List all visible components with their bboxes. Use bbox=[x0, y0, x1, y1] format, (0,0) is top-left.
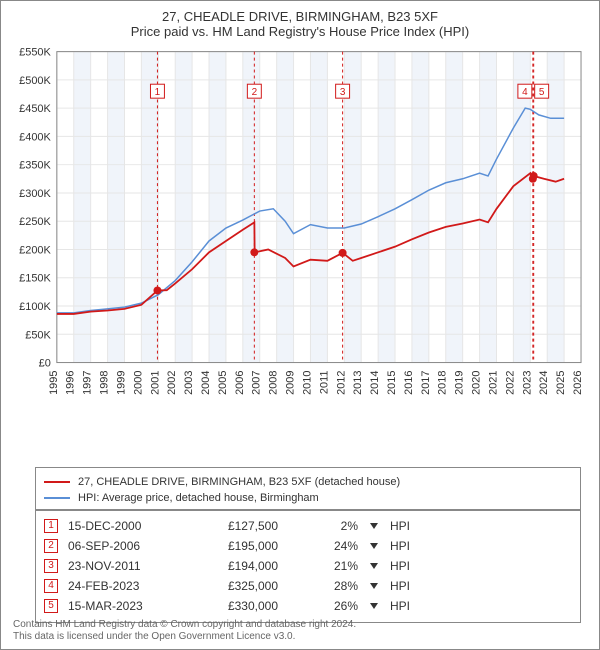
svg-text:£150K: £150K bbox=[19, 273, 51, 285]
footnote-line-2: This data is licensed under the Open Gov… bbox=[13, 631, 587, 643]
svg-text:£400K: £400K bbox=[19, 131, 51, 143]
svg-text:2012: 2012 bbox=[335, 371, 347, 395]
svg-text:2008: 2008 bbox=[268, 371, 280, 395]
svg-text:2025: 2025 bbox=[555, 371, 567, 395]
svg-text:2002: 2002 bbox=[166, 371, 178, 395]
svg-text:1995: 1995 bbox=[48, 371, 60, 395]
page-title: 27, CHEADLE DRIVE, BIRMINGHAM, B23 5XF bbox=[1, 1, 599, 24]
svg-text:£0: £0 bbox=[39, 358, 51, 370]
svg-text:3: 3 bbox=[340, 87, 346, 98]
svg-text:1: 1 bbox=[155, 87, 161, 98]
svg-text:1999: 1999 bbox=[115, 371, 127, 395]
event-date: 15-MAR-2023 bbox=[68, 596, 178, 616]
event-price: £194,000 bbox=[188, 556, 278, 576]
svg-text:£350K: £350K bbox=[19, 160, 51, 172]
price-chart: £0 £50K £100K £150K £200K £250K £300K £350K £400… bbox=[9, 47, 591, 417]
event-diff: 21% bbox=[288, 556, 358, 576]
svg-text:2016: 2016 bbox=[403, 371, 415, 395]
svg-text:£450K: £450K bbox=[19, 103, 51, 115]
svg-text:2003: 2003 bbox=[183, 371, 195, 395]
svg-text:£300K: £300K bbox=[19, 188, 51, 200]
event-diff: 24% bbox=[288, 536, 358, 556]
arrow-down-icon bbox=[370, 543, 378, 549]
event-row: 4 24-FEB-2023 £325,000 28% HPI bbox=[44, 576, 572, 596]
event-marker: 4 bbox=[44, 579, 58, 593]
legend-row-hpi: HPI: Average price, detached house, Birm… bbox=[44, 490, 572, 506]
arrow-down-icon bbox=[370, 563, 378, 569]
svg-text:2000: 2000 bbox=[132, 371, 144, 395]
event-row: 3 23-NOV-2011 £194,000 21% HPI bbox=[44, 556, 572, 576]
event-date: 15-DEC-2000 bbox=[68, 516, 178, 536]
legend-label-hpi: HPI: Average price, detached house, Birm… bbox=[78, 490, 319, 506]
event-hpi-label: HPI bbox=[390, 536, 430, 556]
svg-text:2026: 2026 bbox=[572, 371, 584, 395]
event-hpi-label: HPI bbox=[390, 556, 430, 576]
svg-text:2005: 2005 bbox=[217, 371, 229, 395]
svg-text:2006: 2006 bbox=[234, 371, 246, 395]
event-marker: 2 bbox=[44, 539, 58, 553]
svg-text:£50K: £50K bbox=[25, 329, 51, 341]
svg-text:1998: 1998 bbox=[99, 371, 111, 395]
page-subtitle: Price paid vs. HM Land Registry's House … bbox=[1, 24, 599, 45]
footnote: Contains HM Land Registry data © Crown c… bbox=[13, 619, 587, 643]
event-hpi-label: HPI bbox=[390, 596, 430, 616]
svg-text:2019: 2019 bbox=[454, 371, 466, 395]
arrow-down-icon bbox=[370, 523, 378, 529]
chart-svg: £0 £50K £100K £150K £200K £250K £300K £350K £400… bbox=[9, 47, 591, 417]
svg-text:2004: 2004 bbox=[200, 371, 212, 395]
event-price: £325,000 bbox=[188, 576, 278, 596]
event-row: 5 15-MAR-2023 £330,000 26% HPI bbox=[44, 596, 572, 616]
svg-text:4: 4 bbox=[522, 87, 528, 98]
svg-text:2007: 2007 bbox=[251, 371, 263, 395]
arrow-down-icon bbox=[370, 603, 378, 609]
event-date: 06-SEP-2006 bbox=[68, 536, 178, 556]
event-hpi-label: HPI bbox=[390, 516, 430, 536]
arrow-down-icon bbox=[370, 583, 378, 589]
svg-text:£550K: £550K bbox=[19, 47, 51, 59]
svg-text:£500K: £500K bbox=[19, 75, 51, 87]
svg-text:2018: 2018 bbox=[437, 371, 449, 395]
legend-row-property: 27, CHEADLE DRIVE, BIRMINGHAM, B23 5XF (… bbox=[44, 474, 572, 490]
event-row: 2 06-SEP-2006 £195,000 24% HPI bbox=[44, 536, 572, 556]
svg-text:2021: 2021 bbox=[487, 371, 499, 395]
legend: 27, CHEADLE DRIVE, BIRMINGHAM, B23 5XF (… bbox=[35, 467, 581, 511]
svg-text:2017: 2017 bbox=[420, 371, 432, 395]
svg-text:2009: 2009 bbox=[285, 371, 297, 395]
svg-text:2013: 2013 bbox=[352, 371, 364, 395]
event-marker: 3 bbox=[44, 559, 58, 573]
event-hpi-label: HPI bbox=[390, 576, 430, 596]
footnote-line-1: Contains HM Land Registry data © Crown c… bbox=[13, 619, 587, 631]
svg-text:2014: 2014 bbox=[369, 371, 381, 395]
event-marker: 5 bbox=[44, 599, 58, 613]
legend-swatch-property bbox=[44, 481, 70, 483]
svg-text:2: 2 bbox=[252, 87, 258, 98]
svg-text:2024: 2024 bbox=[538, 371, 550, 395]
event-date: 23-NOV-2011 bbox=[68, 556, 178, 576]
event-date: 24-FEB-2023 bbox=[68, 576, 178, 596]
event-marker: 1 bbox=[44, 519, 58, 533]
svg-text:2015: 2015 bbox=[386, 371, 398, 395]
event-price: £127,500 bbox=[188, 516, 278, 536]
svg-text:1997: 1997 bbox=[82, 371, 94, 395]
svg-text:2010: 2010 bbox=[301, 371, 313, 395]
legend-label-property: 27, CHEADLE DRIVE, BIRMINGHAM, B23 5XF (… bbox=[78, 474, 400, 490]
svg-text:2023: 2023 bbox=[521, 371, 533, 395]
svg-text:£200K: £200K bbox=[19, 244, 51, 256]
svg-text:5: 5 bbox=[539, 87, 545, 98]
event-diff: 26% bbox=[288, 596, 358, 616]
svg-text:2011: 2011 bbox=[318, 371, 330, 395]
event-price: £195,000 bbox=[188, 536, 278, 556]
svg-text:£100K: £100K bbox=[19, 301, 51, 313]
svg-text:2020: 2020 bbox=[471, 371, 483, 395]
events-table: 1 15-DEC-2000 £127,500 2% HPI 2 06-SEP-2006 £19… bbox=[35, 509, 581, 623]
svg-text:1996: 1996 bbox=[65, 371, 77, 395]
event-diff: 2% bbox=[288, 516, 358, 536]
svg-text:2001: 2001 bbox=[149, 371, 161, 395]
svg-text:£250K: £250K bbox=[19, 216, 51, 228]
svg-text:2022: 2022 bbox=[504, 371, 516, 395]
event-row: 1 15-DEC-2000 £127,500 2% HPI bbox=[44, 516, 572, 536]
event-diff: 28% bbox=[288, 576, 358, 596]
legend-swatch-hpi bbox=[44, 497, 70, 499]
event-price: £330,000 bbox=[188, 596, 278, 616]
